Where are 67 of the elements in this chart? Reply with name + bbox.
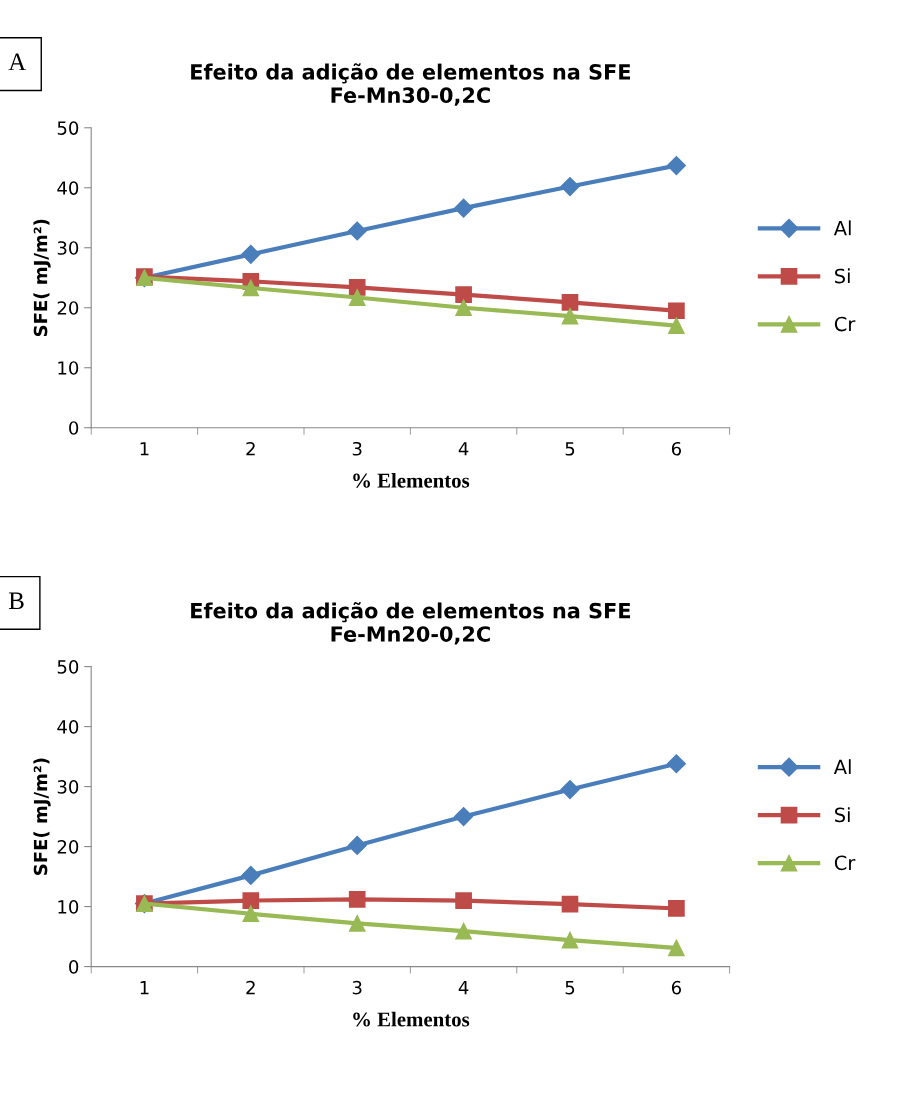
x-tick-label: 5 [565, 981, 575, 995]
point [561, 307, 579, 325]
point [668, 939, 685, 957]
x-tick-label: 2 [246, 441, 255, 456]
point [348, 289, 366, 306]
y-tick-label: 30 [57, 780, 79, 794]
point [666, 754, 686, 774]
point [242, 905, 260, 923]
y-tick-label: 20 [57, 840, 79, 854]
y-tick-label: 30 [57, 241, 79, 255]
point [561, 931, 579, 949]
x-tick-label: 4 [458, 442, 469, 456]
y-tick-label: 10 [58, 900, 79, 914]
point [666, 156, 686, 176]
point [242, 892, 260, 909]
point [454, 198, 474, 218]
point [668, 302, 685, 320]
point [348, 915, 366, 932]
point [455, 286, 472, 303]
point [454, 807, 474, 827]
point [668, 900, 685, 917]
x-tick-label: 4 [458, 981, 469, 995]
point [348, 891, 366, 908]
point [347, 835, 367, 855]
point [241, 865, 261, 885]
x-tick-label: 1 [140, 981, 149, 995]
legend-label: Cr [834, 855, 856, 871]
x-tick-label: 2 [246, 980, 255, 995]
x-tick-label: 6 [671, 441, 682, 456]
x-tick-label: 5 [565, 442, 575, 456]
y-tick-label: 10 [58, 361, 79, 375]
y-tick-label: 50 [57, 660, 79, 674]
point [241, 244, 261, 264]
legend-label: Cr [834, 316, 856, 332]
y-axis-title: SFE( mJ/m²) [33, 219, 51, 337]
point [668, 317, 685, 335]
y-axis-title: SFE( mJ/m²) [33, 758, 51, 875]
legend-label: Si [835, 268, 850, 284]
legend-label: Al [833, 759, 851, 774]
x-tick-label: 3 [352, 980, 362, 995]
x-axis-title: % Elementos [353, 472, 470, 488]
x-tick-label: 6 [671, 980, 682, 995]
legend-label: Si [835, 807, 850, 823]
y-tick-label: 20 [57, 301, 79, 315]
point [561, 294, 579, 311]
legend-label: Al [833, 220, 851, 236]
point [455, 299, 472, 317]
point [455, 922, 472, 940]
y-tick-label: 40 [57, 181, 79, 195]
y-tick-label: 0 [69, 960, 79, 974]
x-tick-label: 1 [140, 442, 149, 456]
y-tick-label: 0 [69, 421, 79, 435]
x-tick-label: 3 [352, 441, 362, 456]
chart-title: Efeito da adição de elementos na SFE Fe-Mn20-0,2C [191, 602, 631, 645]
y-tick-label: 40 [57, 720, 79, 734]
x-axis-title: % Elementos [353, 1011, 470, 1027]
point [560, 780, 580, 800]
point [347, 221, 367, 241]
point [561, 895, 579, 913]
point [348, 279, 366, 296]
y-tick-label: 50 [57, 121, 79, 135]
point [455, 892, 472, 909]
text: A [8, 53, 27, 71]
chart-title: Efeito da adição de elementos na SFE Fe-Mn30-0,2C [191, 63, 631, 106]
point [242, 279, 260, 297]
text: B [8, 592, 24, 610]
point [560, 177, 580, 197]
